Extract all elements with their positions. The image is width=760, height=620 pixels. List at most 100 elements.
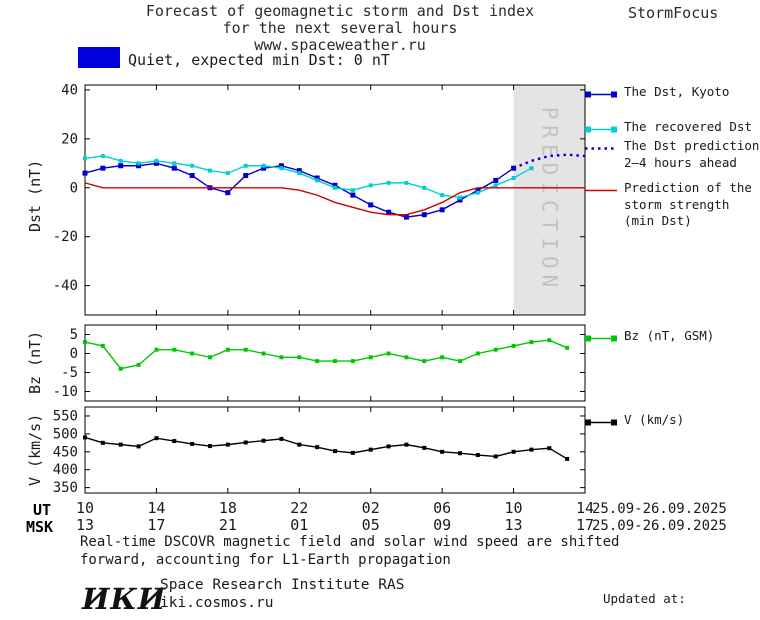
x-tick-ut: 06 [433, 499, 451, 517]
page-title: Forecast of geomagnetic storm and Dst in… [60, 3, 620, 54]
legend-swatch-graphic [585, 335, 617, 342]
legend-text: Prediction of the [624, 180, 752, 195]
propagation-note: Real-time DSCOVR magnetic field and sola… [80, 533, 619, 569]
x-tick-ut: 18 [219, 499, 237, 517]
x-tick-ut: 22 [290, 499, 308, 517]
v-swatch-icon [584, 414, 620, 427]
legend-item-recovered-dst: The recovered Dst [584, 119, 752, 136]
legend-label-recovered-dst: The recovered Dst [624, 119, 752, 136]
y-tick-label: 350 [53, 480, 78, 496]
y-tick-label: 20 [61, 131, 78, 147]
recovered-dst-swatch-icon [584, 121, 620, 134]
updated-at-block: Updated at: UT 10:05, 26.09.2025 MSK 13:… [603, 558, 760, 620]
legend-item-v: V (km/s) [584, 412, 684, 429]
panel-bz: 5 0 -5 -10 [53, 324, 586, 402]
legend-text: Bz (nT, GSM) [624, 328, 715, 343]
bz-axis-label: Bz (nT) [26, 330, 44, 394]
y-tick-label: 550 [53, 408, 78, 424]
storm-level-label: Quiet, expected min Dst: 0 nT [128, 51, 390, 69]
legend-item-dst-kyoto: The Dst, Kyoto [584, 84, 729, 101]
ut-axis-row-label: UT [33, 501, 52, 519]
dst-prediction-swatch-icon [584, 140, 620, 153]
prediction-band [513, 85, 585, 315]
panel-frame [84, 406, 586, 494]
note-line-1: Real-time DSCOVR magnetic field and sola… [80, 534, 620, 550]
y-tick-label: -10 [53, 384, 78, 400]
legend-text: The Dst, Kyoto [624, 84, 730, 99]
x-tick-msk: 21 [219, 516, 237, 534]
x-tick-ut: 10 [76, 499, 94, 517]
institute-site: iki.cosmos.ru [160, 595, 274, 611]
legend-text: (min Dst) [624, 213, 692, 228]
x-tick-msk: 05 [362, 516, 380, 534]
legend-item-storm-strength: Prediction of the storm strength (min Ds… [584, 180, 752, 230]
prediction-band-label: PREDICTION [537, 107, 561, 293]
title-line-2: for the next several hours [222, 19, 458, 37]
updated-label: Updated at: [603, 591, 686, 606]
y-tick-label: 0 [70, 180, 78, 196]
legend-text: V (km/s) [624, 412, 685, 427]
legend-label-v: V (km/s) [624, 412, 684, 429]
legend-swatch-graphic [585, 91, 617, 98]
dst-axis-label: Dst (nT) [26, 159, 44, 232]
panel-dst: PREDICTION 40 20 0 -20 -40 [53, 82, 586, 316]
x-tick-msk: 09 [433, 516, 451, 534]
y-tick-label: -5 [61, 365, 78, 381]
x-tick-ut: 02 [362, 499, 380, 517]
legend-swatch-graphic [585, 147, 617, 150]
ut-date-range: 25.09-26.09.2025 [592, 501, 727, 517]
panel-frame [84, 84, 586, 316]
x-tick-ut: 14 [576, 499, 594, 517]
legend-text: 2–4 hours ahead [624, 154, 737, 170]
series-recovered_dst [83, 153, 534, 200]
y-tick-label: -20 [53, 229, 78, 245]
legend-text: The recovered Dst [624, 119, 752, 134]
panel-frame [84, 324, 586, 402]
bz-swatch-icon [584, 330, 620, 343]
v-axis-label: V (km/s) [26, 413, 44, 486]
y-tick-label: 500 [53, 426, 78, 442]
legend-label-bz: Bz (nT, GSM) [624, 328, 714, 345]
brand-stormfocus: StormFocus [628, 4, 719, 22]
x-tick-msk: 01 [290, 516, 308, 534]
legend-text: storm strength [624, 196, 730, 212]
y-tick-label: 5 [70, 327, 78, 343]
legend-text: The Dst prediction [624, 138, 760, 153]
series-bz_gsm [83, 338, 570, 371]
legend-label-storm-strength: Prediction of the storm strength (min Ds… [624, 180, 752, 230]
legend-label-dst-kyoto: The Dst, Kyoto [624, 84, 729, 101]
iki-logo: ИКИ [82, 582, 167, 616]
x-tick-ut: 14 [147, 499, 165, 517]
series-storm_strength [84, 182, 585, 216]
institute-name: Space Research Institute RAS [160, 577, 405, 593]
x-tick-msk: 17 [147, 516, 165, 534]
storm-level-color-box [78, 47, 120, 68]
y-tick-label: 400 [53, 462, 78, 478]
msk-date-range: 25.09-26.09.2025 [592, 518, 727, 534]
y-tick-label: -40 [53, 278, 78, 294]
msk-axis-row-label: MSK [26, 518, 54, 536]
panel-v: 550 500 450 400 350 [53, 406, 586, 496]
legend-swatch-graphic [585, 419, 617, 426]
legend-item-bz: Bz (nT, GSM) [584, 328, 714, 345]
dst-kyoto-swatch-icon [584, 86, 620, 99]
storm-strength-swatch-icon [584, 182, 620, 195]
x-tick-msk: 13 [76, 516, 94, 534]
legend-label-dst-prediction: The Dst prediction 2–4 hours ahead [624, 138, 759, 171]
title-line-1: Forecast of geomagnetic storm and Dst in… [145, 2, 535, 20]
y-tick-label: 40 [61, 82, 78, 98]
note-line-2: forward, accounting for L1-Earth propaga… [80, 552, 451, 568]
x-tick-msk: 13 [505, 516, 523, 534]
x-tick-ut: 10 [505, 499, 523, 517]
x-tick-msk: 17 [576, 516, 594, 534]
chart-legend: The Dst, Kyoto The recovered Dst The Dst… [584, 0, 760, 540]
title-url: www.spaceweather.ru [254, 36, 426, 54]
y-tick-label: 0 [70, 346, 78, 362]
institute-block: Space Research Institute RAS iki.cosmos.… [160, 576, 404, 612]
y-tick-label: 450 [53, 444, 78, 460]
series-v_solar_wind [83, 435, 570, 461]
legend-item-dst-prediction: The Dst prediction 2–4 hours ahead [584, 138, 759, 171]
legend-swatch-graphic [585, 126, 617, 133]
